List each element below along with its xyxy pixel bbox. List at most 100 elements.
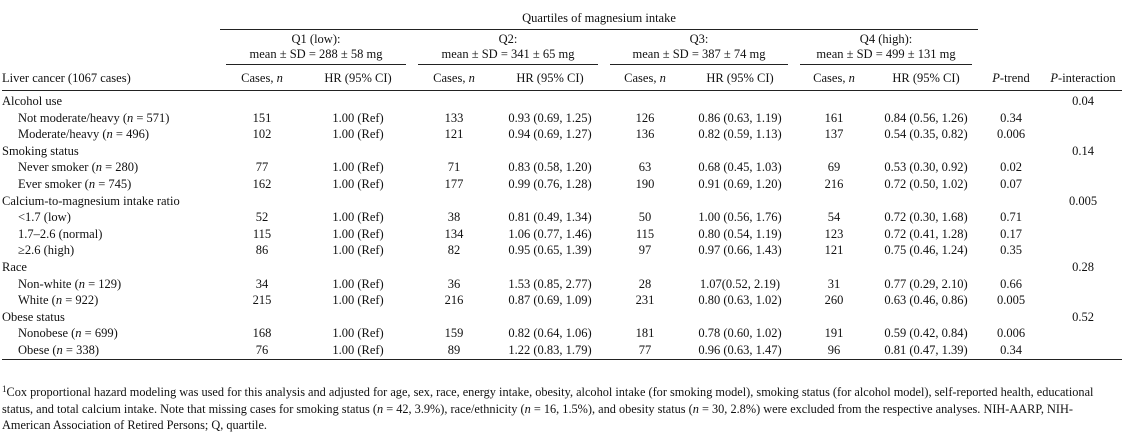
cases-value: 52 — [255, 210, 269, 225]
cases-value: 38 — [447, 210, 461, 225]
group-row: Race 0.28 — [2, 259, 1122, 276]
row-label: Non-white (n = 129) — [18, 276, 122, 291]
hr-value: 1.00 (Ref) — [332, 293, 384, 308]
hr-value: 1.00 (Ref) — [304, 341, 412, 360]
row-label: Moderate/heavy (n = 496) — [18, 127, 149, 142]
table-row: Moderate/heavy (n = 496) 102 1.00 (Ref) 121… — [2, 126, 1122, 143]
hr-value: 0.53 (0.30, 0.92) — [884, 160, 968, 175]
cases-value: 71 — [447, 160, 461, 175]
cases-value: 77 — [604, 341, 686, 360]
cases-header: Cases, n — [794, 66, 874, 91]
cases-value: 82 — [447, 243, 461, 258]
super-header: Quartiles of magnesium intake — [220, 8, 979, 30]
table-row: <1.7 (low) 52 1.00 (Ref) 38 0.81 (0.49, 1.34… — [2, 209, 1122, 226]
cases-value: 63 — [638, 160, 652, 175]
cases-value: 96 — [794, 341, 874, 360]
hr-value: 1.00 (Ref) — [332, 176, 384, 191]
row-label: Nonobese (n = 699) — [18, 326, 118, 341]
row-label: Obese (n = 338) — [2, 341, 220, 360]
p-interaction-empty — [1044, 226, 1122, 243]
p-trend-value: 0.07 — [1000, 176, 1022, 191]
p-trend-value: 0.02 — [1000, 160, 1022, 175]
p-trend-value: 0.66 — [1000, 276, 1022, 291]
hr-header: HR (95% CI) — [874, 66, 979, 91]
group-row: Obese status 0.52 — [2, 309, 1122, 326]
hr-value: 0.93 (0.69, 1.25) — [508, 110, 592, 125]
cases-value: 168 — [252, 326, 272, 341]
hr-value: 1.07(0.52, 2.19) — [699, 276, 781, 291]
hr-value: 0.63 (0.46, 0.86) — [884, 293, 968, 308]
hr-value: 0.68 (0.45, 1.03) — [698, 160, 782, 175]
cases-value: 181 — [635, 326, 655, 341]
p-interaction-empty — [1044, 209, 1122, 226]
cases-value: 123 — [824, 226, 844, 241]
quartile-header-3: Q3: mean ± SD = 387 ± 74 mg — [604, 30, 794, 67]
cases-value: 102 — [252, 127, 272, 142]
p-interaction-empty — [1044, 159, 1122, 176]
group-label: Calcium-to-magnesium intake ratio — [2, 193, 180, 208]
cases-value: 97 — [638, 243, 652, 258]
cases-value: 89 — [412, 341, 496, 360]
cases-value: 260 — [824, 293, 844, 308]
row-label: Never smoker (n = 280) — [18, 160, 139, 175]
cases-value: 151 — [252, 110, 272, 125]
hr-value: 0.83 (0.58, 1.20) — [508, 160, 592, 175]
p-interaction-header: P-interaction — [1044, 66, 1123, 91]
p-trend-value: 0.005 — [996, 293, 1026, 308]
cases-value: 216 — [444, 293, 464, 308]
p-interaction-value: 0.28 — [1072, 259, 1094, 274]
p-trend-value: 0.34 — [1000, 110, 1022, 125]
p-interaction-empty — [1044, 292, 1122, 309]
hr-value: 0.91 (0.69, 1.20) — [698, 176, 782, 191]
cases-value: 77 — [255, 160, 269, 175]
hr-value: 1.00 (Ref) — [332, 127, 384, 142]
p-interaction-value: 0.005 — [1068, 193, 1098, 208]
p-interaction-value: 0.04 — [1072, 94, 1094, 108]
hr-value: 0.82 (0.64, 1.06) — [508, 326, 592, 341]
cases-value: 115 — [635, 226, 655, 241]
table-row: Nonobese (n = 699) 168 1.00 (Ref) 159 0.82 (… — [2, 325, 1122, 342]
hr-value: 1.00 (Ref) — [332, 210, 384, 225]
cases-value: 121 — [444, 127, 464, 142]
footnote: 1Cox proportional hazard modeling was us… — [2, 381, 1120, 434]
table-row: White (n = 922) 215 1.00 (Ref) 216 0.87 (0.6… — [2, 292, 1122, 309]
hr-value: 0.81 (0.47, 1.39) — [874, 341, 979, 360]
cases-value: 50 — [638, 210, 652, 225]
hr-value: 0.80 (0.54, 1.19) — [698, 226, 782, 241]
p-trend-value: 0.71 — [1000, 210, 1022, 225]
p-trend-value: 0.006 — [996, 326, 1026, 341]
cases-value: 36 — [447, 276, 461, 291]
cases-value: 126 — [635, 110, 655, 125]
quartile-stats: mean ± SD = 387 ± 74 mg — [632, 46, 766, 61]
cases-value: 115 — [252, 226, 272, 241]
hr-value: 1.00 (Ref) — [332, 110, 384, 125]
p-trend-header: P-trend — [978, 66, 1045, 91]
cases-header: Cases, n — [220, 66, 304, 91]
quartile-stats: mean ± SD = 288 ± 58 mg — [249, 46, 383, 61]
cases-value: 28 — [638, 276, 652, 291]
hr-value: 0.94 (0.69, 1.27) — [508, 127, 592, 142]
results-table: Quartiles of magnesium intake Q1 (low): m… — [2, 8, 1123, 360]
group-row: Alcohol use 0.04 — [2, 91, 1122, 110]
group-label: Alcohol use — [2, 94, 63, 108]
quartile-header-2: Q2: mean ± SD = 341 ± 65 mg — [412, 30, 604, 67]
hr-value: 0.84 (0.56, 1.26) — [884, 110, 968, 125]
row-label: ≥2.6 (high) — [18, 243, 75, 258]
p-interaction-empty — [1044, 110, 1122, 127]
group-row: Calcium-to-magnesium intake ratio 0.005 — [2, 193, 1122, 210]
hr-value: 0.72 (0.50, 1.02) — [884, 176, 968, 191]
table-row: Never smoker (n = 280) 77 1.00 (Ref) 71 0.83… — [2, 159, 1122, 176]
hr-value: 0.78 (0.60, 1.02) — [698, 326, 782, 341]
hr-value: 1.00 (Ref) — [332, 243, 384, 258]
cases-value: 215 — [252, 293, 272, 308]
row-label: <1.7 (low) — [18, 210, 71, 225]
table-header: Quartiles of magnesium intake Q1 (low): m… — [2, 8, 1123, 91]
group-label: Race — [2, 259, 27, 274]
hr-header: HR (95% CI) — [496, 66, 604, 91]
cases-value: 190 — [635, 176, 655, 191]
p-interaction-empty — [1044, 176, 1122, 193]
hr-value: 0.77 (0.29, 2.10) — [884, 276, 968, 291]
cases-value: 162 — [252, 176, 272, 191]
hr-value: 0.75 (0.46, 1.24) — [884, 243, 968, 258]
cases-value: 216 — [824, 176, 844, 191]
